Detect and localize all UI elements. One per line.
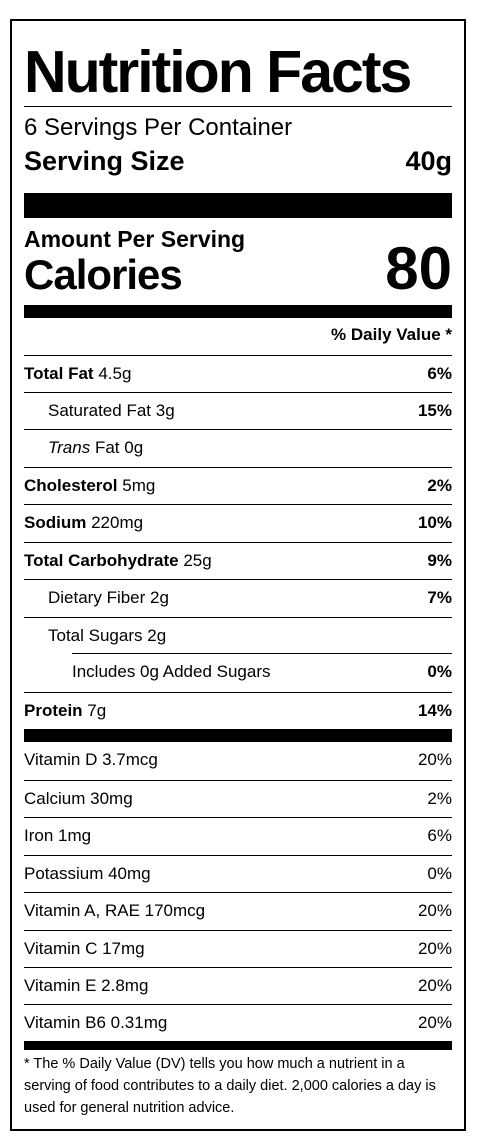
nutrient-dv: 10% [417, 513, 452, 532]
nutrient-dv: 2% [427, 476, 452, 495]
vitamin-dv: 20% [417, 1013, 452, 1032]
vitamin-label: Calcium 30mg [24, 789, 133, 808]
vitamin-row: Vitamin D 3.7mcg 20% [24, 742, 452, 779]
nutrient-amount: 3g [155, 401, 175, 420]
nutrient-row-protein: Protein 7g 14% [24, 692, 452, 730]
nutrient-row-sodium: Sodium 220mg 10% [24, 504, 452, 542]
vitamin-label: Vitamin C 17mg [24, 939, 145, 958]
nutrient-row-total-sugars: Total Sugars 2g [24, 617, 452, 655]
daily-value-header: % Daily Value * [331, 325, 452, 344]
nutrient-amount: 7g [87, 701, 107, 720]
nutrient-dv: 14% [417, 701, 452, 720]
vitamin-row: Vitamin E 2.8mg 20% [24, 967, 452, 1005]
vitamin-label: Vitamin B6 0.31mg [24, 1013, 168, 1032]
nutrient-row-saturated-fat: Saturated Fat 3g 15% [24, 392, 452, 430]
nutrient-name: Includes 0g Added Sugars [72, 662, 271, 681]
nutrient-dv: 6% [427, 364, 452, 383]
nutrient-row-cholesterol: Cholesterol 5mg 2% [24, 467, 452, 505]
nutrient-amount: 2g [150, 588, 169, 607]
nutrient-name: Protein [24, 701, 83, 720]
nutrient-row-total-fat: Total Fat 4.5g 6% [24, 355, 452, 393]
nutrient-name-italic: Trans [48, 438, 91, 457]
vitamin-row: Vitamin A, RAE 170mcg 20% [24, 892, 452, 930]
nutrient-name: Cholesterol [24, 476, 118, 495]
serving-size-label: Serving Size [24, 146, 185, 176]
vitamin-row: Potassium 40mg 0% [24, 855, 452, 893]
protein-divider [24, 729, 452, 742]
servings-per-container: 6 Servings Per Container [24, 114, 293, 141]
vitamin-dv: 20% [417, 939, 452, 958]
vitamin-label: Vitamin E 2.8mg [24, 976, 149, 995]
nutrient-amount: 2g [147, 626, 167, 645]
vitamin-dv: 20% [417, 750, 452, 769]
title-divider [24, 106, 452, 107]
nutrient-amount: 4.5g [98, 364, 132, 383]
nutrient-name: Total Sugars [48, 626, 143, 645]
vitamin-row: Calcium 30mg 2% [24, 780, 452, 818]
nutrient-dv: 0% [427, 662, 452, 681]
serving-size-value: 40g [405, 146, 452, 176]
label-title: Nutrition Facts [24, 39, 412, 105]
nutrition-facts-label: Nutrition Facts 6 Servings Per Container… [10, 19, 466, 1131]
nutrient-name: Saturated Fat [48, 401, 152, 420]
nutrient-name: Total Fat [24, 364, 94, 383]
vitamin-dv: 20% [417, 976, 452, 995]
vitamin-row: Iron 1mg 6% [24, 817, 452, 855]
vitamin-row: Vitamin B6 0.31mg 20% [24, 1004, 452, 1042]
amount-per-serving: Amount Per Serving [24, 226, 246, 252]
serving-size-divider [24, 193, 452, 218]
nutrient-amount: 5mg [122, 476, 156, 495]
nutrient-dv: 9% [427, 551, 452, 570]
vitamin-row: Vitamin C 17mg 20% [24, 930, 452, 968]
nutrient-dv: 15% [417, 401, 452, 420]
calories-divider [24, 305, 452, 318]
vitamin-label: Iron 1mg [24, 826, 92, 845]
vitamin-dv: 20% [417, 901, 452, 920]
vitamin-label: Potassium 40mg [24, 864, 151, 883]
nutrient-row-added-sugars: Includes 0g Added Sugars 0% [24, 653, 452, 691]
vitamin-label: Vitamin D 3.7mcg [24, 750, 158, 769]
nutrient-amount: 220mg [91, 513, 144, 532]
calories-value: 80 [385, 235, 452, 302]
vitamin-label: Vitamin A, RAE 170mcg [24, 901, 206, 920]
vitamin-dv: 2% [427, 789, 452, 808]
nutrient-name: Sodium [24, 513, 87, 532]
nutrient-name: Total Carbohydrate [24, 551, 179, 570]
nutrient-name: Fat [94, 438, 120, 457]
vitamin-dv: 0% [427, 864, 452, 883]
nutrient-amount: 0g [124, 438, 144, 457]
daily-value-footnote: * The % Daily Value (DV) tells you how m… [24, 1056, 436, 1116]
calories-label: Calories [24, 251, 183, 298]
nutrient-amount: 25g [183, 551, 212, 570]
nutrient-dv: 7% [427, 588, 452, 607]
footnote-divider [24, 1041, 452, 1050]
nutrient-name: Dietary Fiber [48, 588, 146, 607]
nutrient-row-total-carbohydrate: Total Carbohydrate 25g 9% [24, 542, 452, 580]
nutrient-row-trans-fat: Trans Fat 0g [24, 429, 452, 467]
vitamin-dv: 6% [427, 826, 452, 845]
nutrient-row-dietary-fiber: Dietary Fiber 2g 7% [24, 579, 452, 617]
